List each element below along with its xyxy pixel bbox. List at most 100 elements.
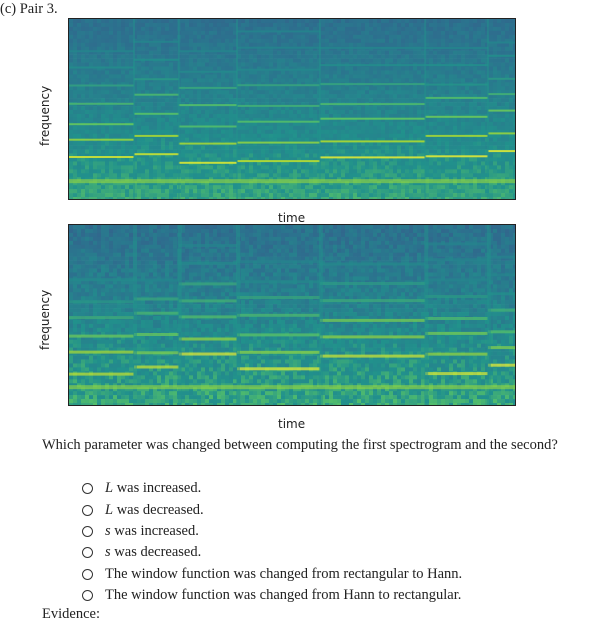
spectrogram-cell bbox=[253, 197, 258, 199]
spectrogram-cell bbox=[473, 42, 478, 47]
spectrogram-cell bbox=[189, 193, 194, 198]
spectrogram-cell bbox=[241, 106, 246, 111]
spectrogram-cell bbox=[185, 189, 190, 194]
spectrogram-cell bbox=[293, 38, 298, 44]
spectrogram-cell bbox=[245, 197, 250, 199]
spectrogram-cell bbox=[85, 129, 90, 135]
spectrogram-cell bbox=[305, 106, 310, 111]
spectrogram-cell bbox=[241, 110, 246, 115]
spectrogram-cell bbox=[377, 106, 382, 111]
spectrogram-cell bbox=[369, 34, 374, 40]
spectrogram-cell bbox=[381, 189, 386, 194]
spectrogram-cell bbox=[117, 117, 122, 123]
spectrogram-cell bbox=[281, 102, 286, 107]
spectrogram-cell bbox=[89, 157, 94, 162]
spectrogram-cell bbox=[293, 141, 298, 146]
spectrogram-cell bbox=[201, 125, 206, 131]
spectrogram-cell bbox=[441, 70, 446, 75]
spectrogram-cell bbox=[173, 106, 178, 111]
spectrogram-cell bbox=[277, 185, 282, 190]
spectrogram-cell bbox=[149, 98, 154, 103]
spectrogram-cell bbox=[117, 161, 122, 166]
spectrogram-cell bbox=[225, 173, 230, 178]
spectrogram-cell bbox=[301, 189, 306, 194]
spectrogram-cell bbox=[477, 98, 482, 103]
spectrogram-cell bbox=[233, 78, 238, 83]
spectrogram-cell bbox=[341, 22, 346, 28]
spectrogram-cell bbox=[449, 173, 454, 178]
spectrogram-cell bbox=[393, 169, 398, 174]
spectrogram-cell bbox=[473, 30, 478, 36]
spectrogram-cell bbox=[329, 161, 334, 166]
spectrogram-cell bbox=[437, 169, 442, 174]
spectrogram-cell bbox=[297, 193, 302, 198]
spectrogram-cell bbox=[413, 94, 418, 99]
spectrogram-cell bbox=[77, 66, 82, 71]
spectrogram-cell bbox=[457, 19, 462, 24]
spectrogram-cell bbox=[249, 58, 254, 63]
spectrogram-cell bbox=[321, 70, 326, 75]
spectrogram-cell bbox=[469, 94, 474, 99]
spectrogram-cell bbox=[441, 157, 446, 162]
spectrogram-cell bbox=[193, 82, 198, 87]
spectrogram-cell bbox=[325, 137, 330, 142]
spectrogram-cell bbox=[373, 145, 378, 150]
spectrogram-cell bbox=[417, 169, 422, 174]
spectrogram-cell bbox=[89, 66, 94, 71]
spectrogram-cell bbox=[285, 66, 290, 71]
spectrogram-cell bbox=[285, 157, 290, 162]
spectrogram-cell bbox=[145, 185, 150, 190]
spectrogram-cell bbox=[233, 133, 238, 138]
spectrogram-cell bbox=[133, 173, 138, 178]
spectrogram-cell bbox=[437, 165, 442, 170]
spectrogram-cell bbox=[165, 66, 170, 71]
spectrogram-cell bbox=[241, 185, 246, 190]
spectrogram-cell bbox=[449, 42, 454, 47]
spectrogram-cell bbox=[213, 145, 218, 150]
spectrogram-cell bbox=[453, 173, 458, 178]
spectrogram-cell bbox=[305, 153, 310, 158]
spectrogram-cell bbox=[357, 113, 362, 119]
spectrogram-cell bbox=[169, 117, 174, 123]
spectrogram-cell bbox=[445, 94, 450, 99]
spectrogram-cell bbox=[461, 70, 466, 75]
spectrogram-cell bbox=[81, 197, 86, 199]
spectrogram-cell bbox=[345, 165, 350, 170]
spectrogram-cell bbox=[145, 86, 150, 91]
spectrogram-cell bbox=[229, 30, 234, 36]
spectrogram-cell bbox=[497, 141, 502, 146]
spectrogram-cell bbox=[121, 26, 126, 32]
spectrogram-cell bbox=[273, 70, 278, 75]
spectrogram-cell bbox=[289, 121, 294, 127]
spectrogram-cell bbox=[81, 66, 86, 71]
spectrogram-cell bbox=[161, 145, 166, 150]
spectrogram-cell bbox=[157, 54, 162, 59]
spectrogram-cell bbox=[97, 42, 102, 47]
spectrogram-cell bbox=[489, 94, 494, 99]
spectrogram-cell bbox=[113, 90, 118, 95]
spectrogram-cell bbox=[437, 22, 442, 28]
spectrogram-cell bbox=[393, 125, 398, 131]
spectrogram-cell bbox=[161, 94, 166, 99]
spectrogram-cell bbox=[293, 137, 298, 142]
spectrogram-cell bbox=[337, 34, 342, 40]
spectrogram-cell bbox=[89, 181, 94, 186]
spectrogram-cell bbox=[265, 113, 270, 119]
spectrogram-cell bbox=[149, 42, 154, 47]
spectrogram-cell bbox=[341, 66, 346, 71]
spectrogram-cell bbox=[101, 106, 106, 111]
spectrogram-cell bbox=[77, 189, 82, 194]
spectrogram-cell bbox=[121, 54, 126, 59]
spectrogram-cell bbox=[141, 189, 146, 194]
spectrogram-cell bbox=[405, 145, 410, 150]
spectrogram-cell bbox=[313, 169, 318, 174]
spectrogram-cell bbox=[365, 113, 370, 119]
spectrogram-cell bbox=[221, 193, 226, 198]
spectrogram-cell bbox=[473, 165, 478, 170]
spectrogram-cell bbox=[417, 78, 422, 83]
spectrogram-cell bbox=[89, 185, 94, 190]
spectrogram-cell bbox=[133, 78, 138, 83]
spectrogram-cell bbox=[385, 125, 390, 131]
spectrogram-cell bbox=[401, 117, 406, 123]
spectrogram-cell bbox=[117, 86, 122, 91]
